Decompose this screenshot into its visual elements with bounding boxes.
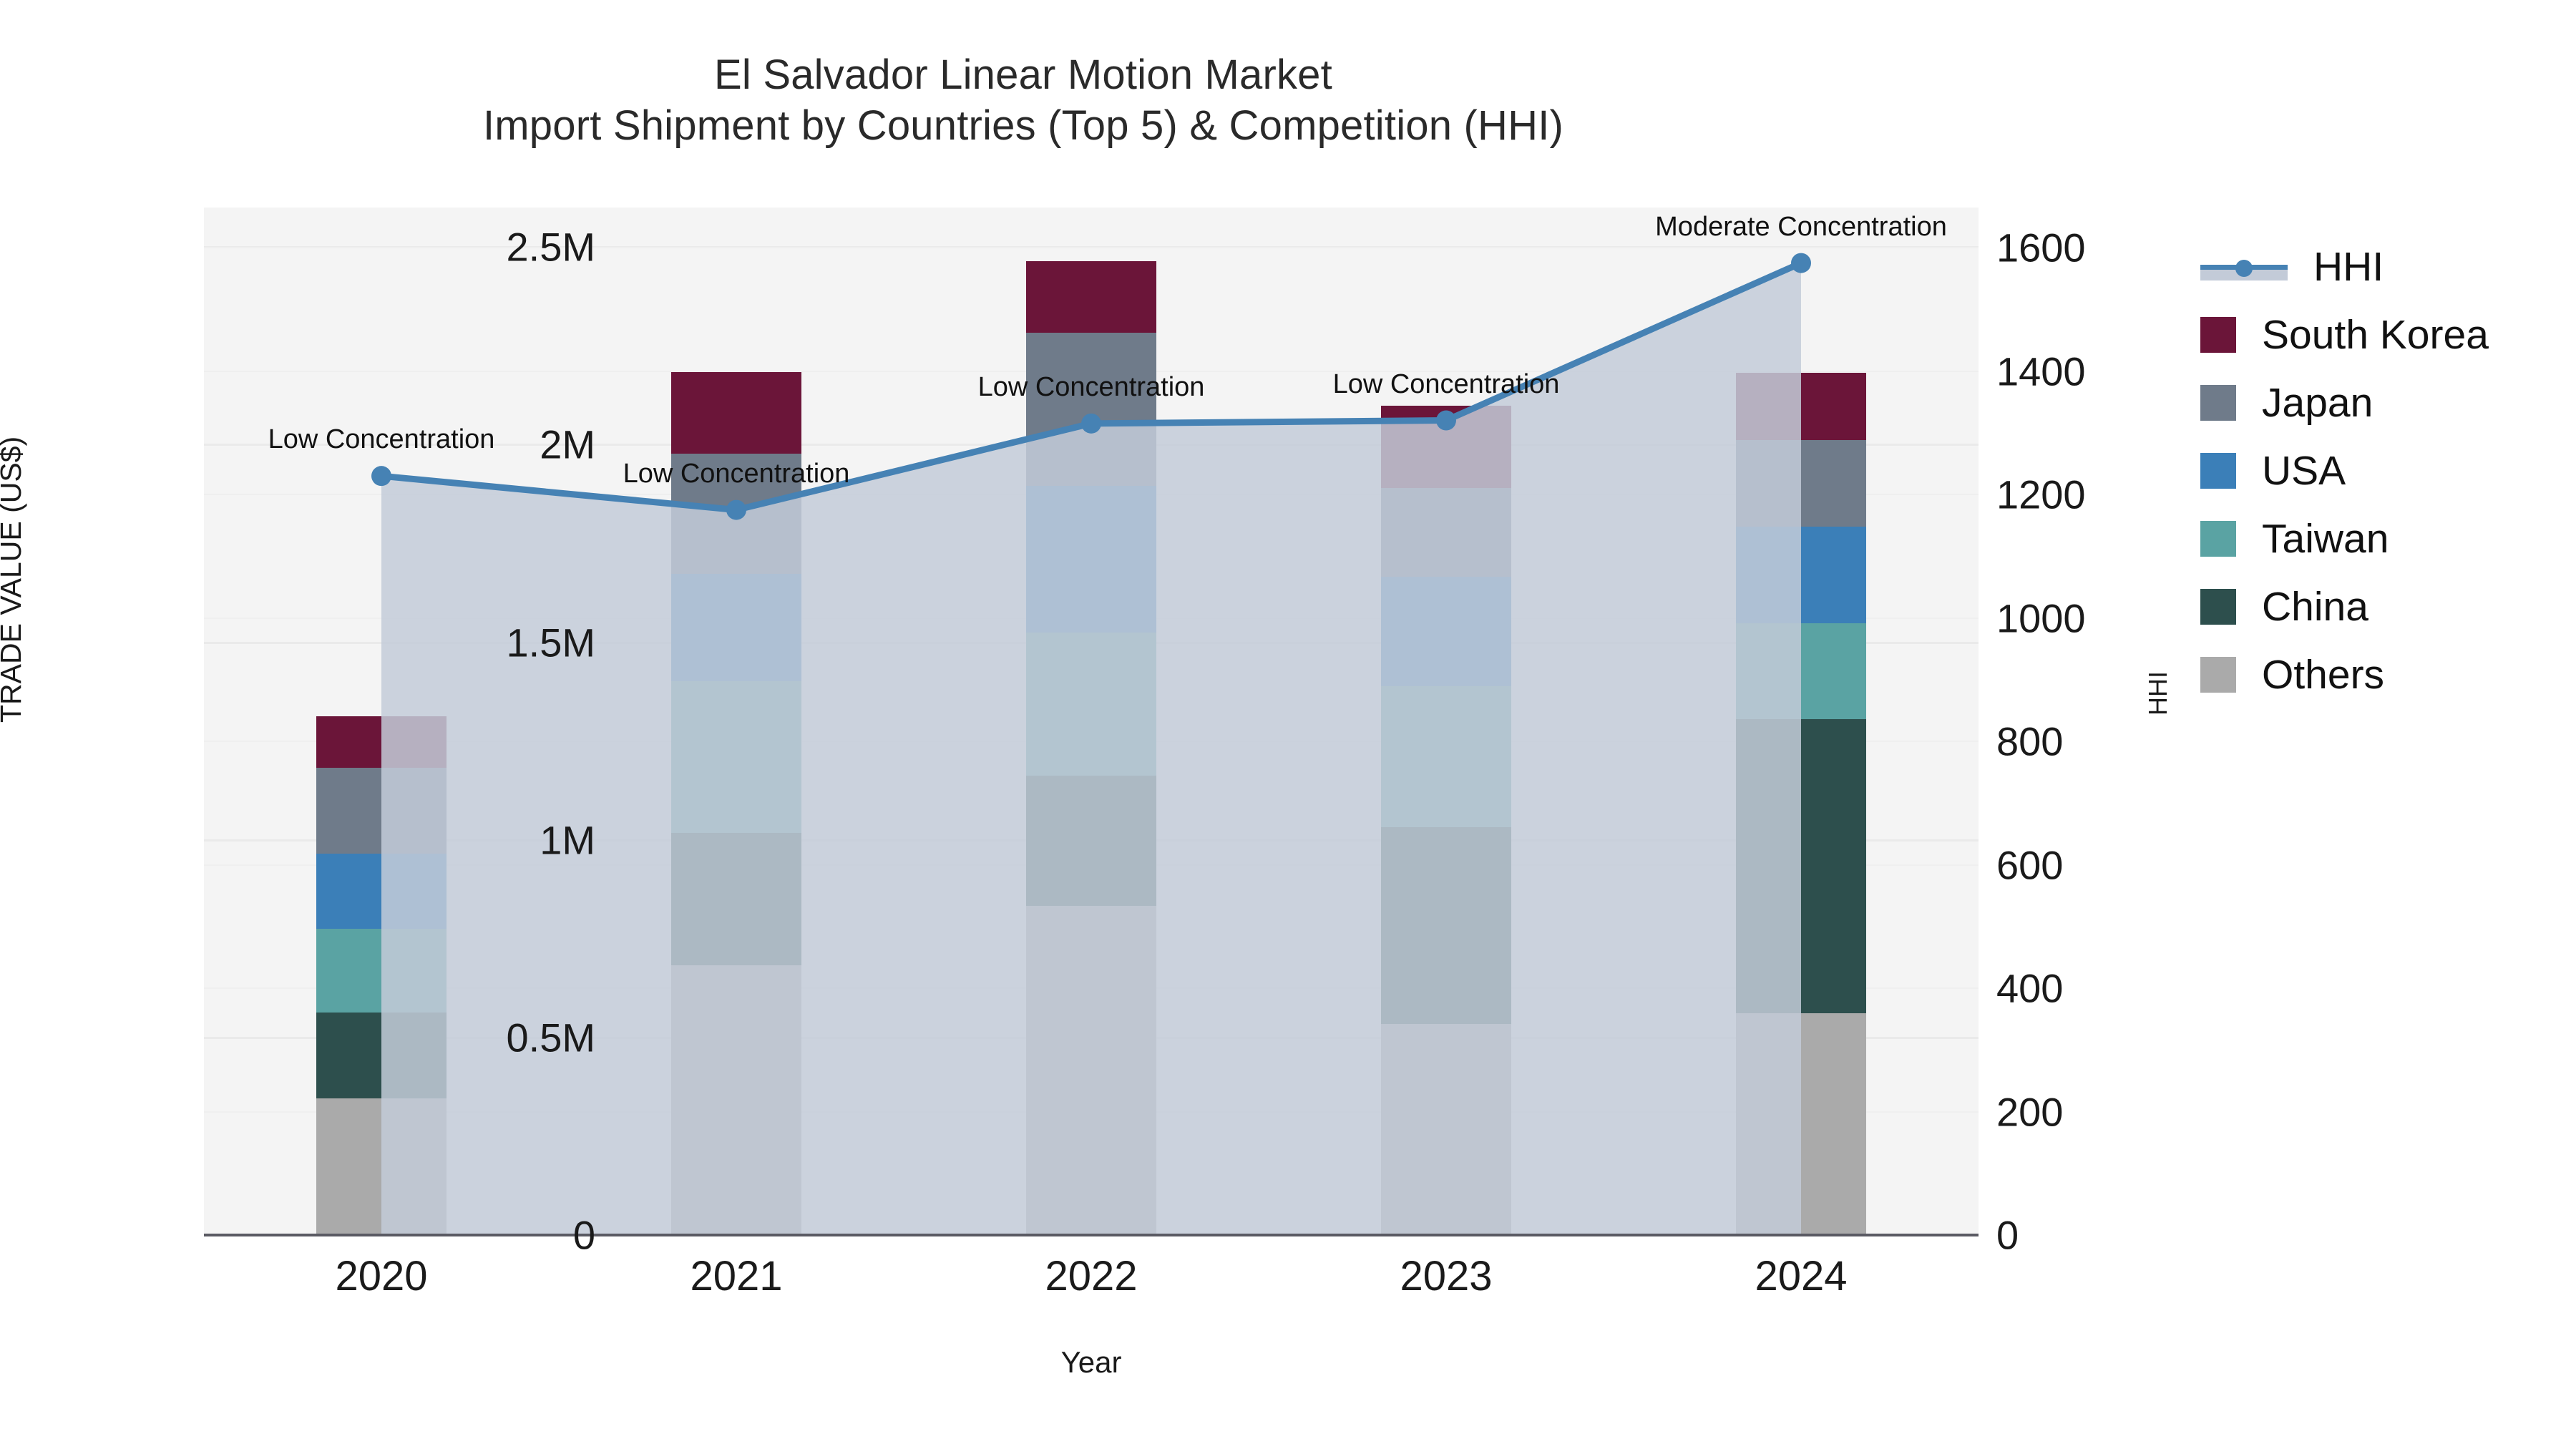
chart-title-line-1: El Salvador Linear Motion Market	[714, 52, 1332, 98]
annotation-2024: Moderate Concentration	[1655, 211, 1947, 242]
legend-item-japan[interactable]: Japan	[2200, 369, 2489, 436]
hhi-markers	[371, 253, 1811, 520]
y-tick-right: 1200	[1996, 472, 2086, 517]
x-tick-2022: 2022	[1045, 1253, 1138, 1299]
plot-area: Low Concentration Low Concentration Low Co…	[204, 208, 1979, 1236]
y-tick-right: 400	[1996, 965, 2064, 1011]
annotation-2022: Low Concentration	[977, 371, 1205, 402]
legend-item-others[interactable]: Others	[2200, 640, 2489, 708]
legend-swatch-icon	[2200, 316, 2236, 353]
y-tick-left: 1.5M	[506, 620, 596, 665]
y-axis-right-label: HHI	[2143, 671, 2172, 716]
x-axis-label: Year	[1060, 1345, 1122, 1379]
y-tick-right: 1000	[1996, 595, 2086, 641]
legend-label: China	[2262, 583, 2368, 630]
y-tick-left: 2.5M	[506, 224, 596, 270]
hhi-series	[371, 253, 1811, 1236]
bar-segment-south-korea[interactable]	[1026, 261, 1156, 333]
y-tick-right: 800	[1996, 718, 2064, 764]
x-tick-2023: 2023	[1400, 1253, 1493, 1299]
y-tick-left: 2M	[540, 421, 595, 467]
hhi-area-fill	[381, 263, 1801, 1236]
legend-line-dot	[2235, 259, 2253, 277]
gridline-minor	[204, 247, 1979, 249]
legend-item-south-korea[interactable]: South Korea	[2200, 301, 2489, 369]
legend-item-hhi[interactable]: HHI	[2200, 233, 2489, 301]
hhi-point-2022[interactable]	[1081, 413, 1101, 434]
hhi-point-2024[interactable]	[1791, 253, 1811, 273]
y-tick-right: 600	[1996, 842, 2064, 888]
legend-item-usa[interactable]: USA	[2200, 436, 2489, 504]
hhi-point-2020[interactable]	[371, 466, 391, 487]
legend-swatch-icon	[2200, 452, 2236, 489]
legend-swatch-icon	[2200, 588, 2236, 625]
annotation-2021: Low Concentration	[623, 458, 850, 489]
y-tick-right: 0	[1996, 1212, 2019, 1258]
bar-segment-south-korea[interactable]	[671, 372, 801, 454]
hhi-point-2021[interactable]	[726, 499, 746, 520]
annotation-2020: Low Concentration	[268, 424, 495, 455]
y-tick-right: 1600	[1996, 225, 2086, 270]
y-tick-right: 200	[1996, 1089, 2064, 1134]
chart-title-line-2: Import Shipment by Countries (Top 5) & C…	[482, 102, 1564, 149]
legend-label: Others	[2262, 651, 2385, 698]
legend-item-china[interactable]: China	[2200, 572, 2489, 640]
hhi-point-2023[interactable]	[1436, 410, 1456, 431]
legend-line-marker-icon	[2200, 249, 2288, 285]
legend-label: South Korea	[2262, 311, 2489, 358]
x-axis-line	[204, 1234, 1979, 1236]
y-tick-left: 1M	[540, 817, 595, 863]
y-tick-left: 0.5M	[506, 1015, 596, 1060]
legend-label: USA	[2262, 447, 2346, 494]
y-tick-left: 0	[572, 1212, 595, 1258]
y-tick-right: 1400	[1996, 348, 2086, 394]
legend-label: Taiwan	[2262, 515, 2389, 562]
y-axis-left-label: TRADE VALUE (US$)	[0, 436, 27, 723]
annotation-2023: Low Concentration	[1332, 369, 1560, 399]
legend: HHI South Korea Japan USA Taiwan China Others	[2200, 233, 2489, 708]
legend-swatch-icon	[2200, 656, 2236, 693]
x-tick-2024: 2024	[1755, 1253, 1848, 1299]
legend-item-taiwan[interactable]: Taiwan	[2200, 504, 2489, 572]
x-tick-2020: 2020	[335, 1253, 428, 1299]
x-tick-2021: 2021	[690, 1253, 783, 1299]
legend-swatch-icon	[2200, 520, 2236, 557]
legend-label: Japan	[2262, 379, 2373, 426]
chart-title: El Salvador Linear Motion Market Import …	[0, 50, 2046, 152]
legend-swatch-icon	[2200, 384, 2236, 421]
legend-label: HHI	[2313, 243, 2384, 290]
